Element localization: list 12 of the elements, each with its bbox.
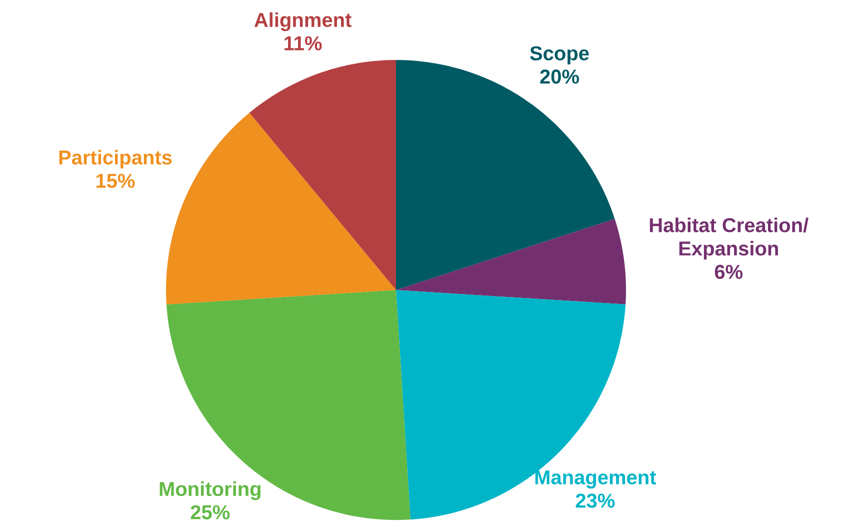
slice-label: Scope [530, 46, 589, 64]
data-label: 20% [540, 70, 579, 84]
slice-label: Monitoring [160, 481, 260, 500]
data-label: 25% [190, 505, 230, 520]
slice-label: Alignment [254, 12, 352, 32]
data-label: 6% [714, 264, 743, 279]
slice-label: Participants [59, 150, 172, 169]
slice-label: Habitat Creation/ Expansion [650, 218, 808, 260]
data-label: 11% [284, 36, 322, 50]
data-label: 23% [576, 494, 615, 508]
slice-label: Management [535, 470, 656, 488]
data-label: 15% [96, 174, 135, 188]
